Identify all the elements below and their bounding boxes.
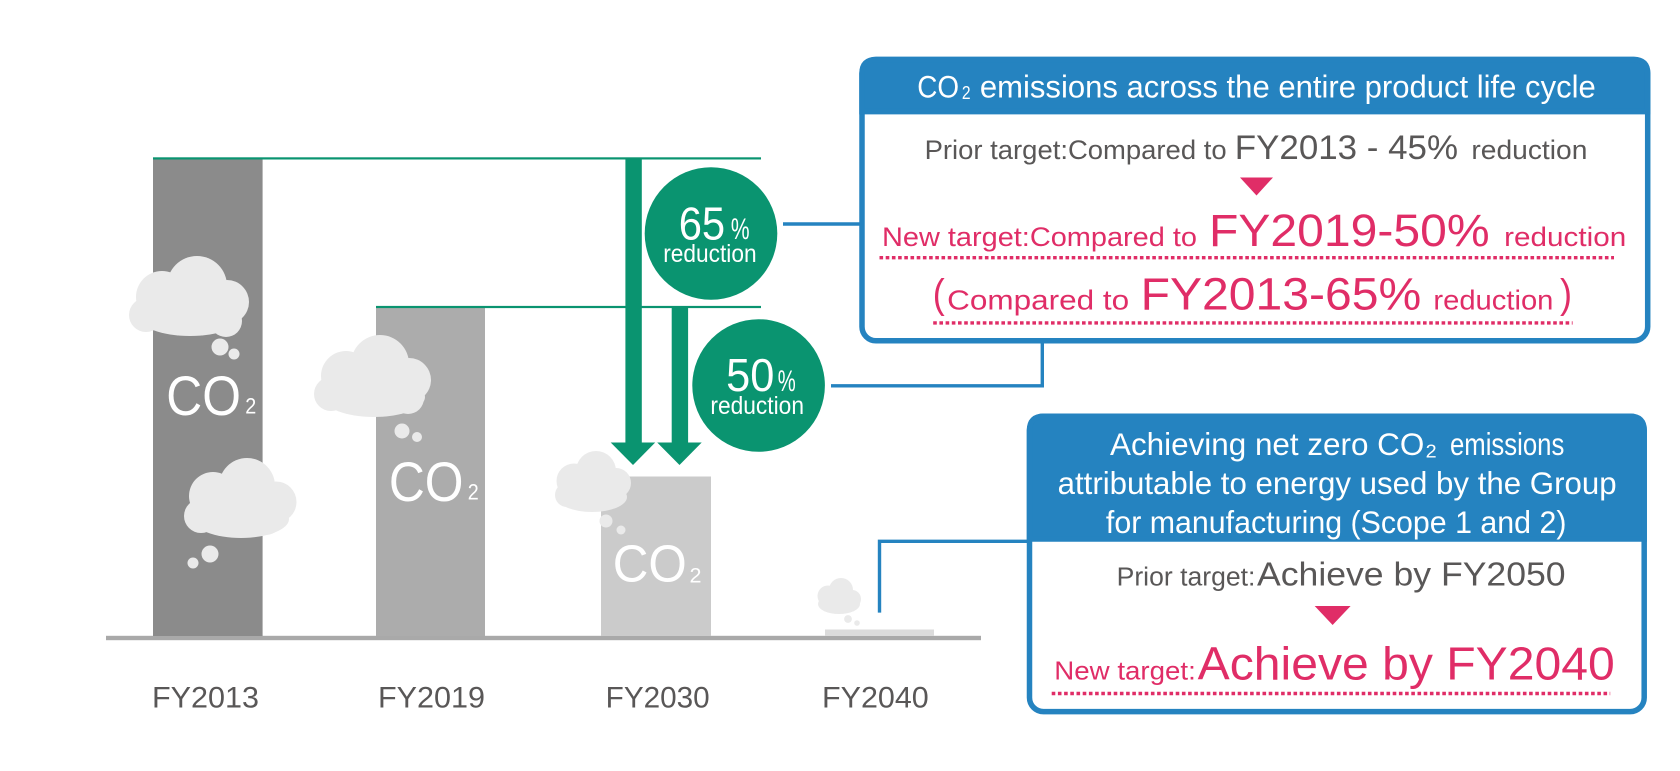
svg-text:2: 2 — [468, 480, 479, 505]
svg-text:(: ( — [933, 271, 945, 317]
svg-text:Compared to: Compared to — [947, 285, 1129, 316]
svg-text:New target:Compared to: New target:Compared to — [882, 222, 1197, 252]
svg-text:%: % — [731, 213, 750, 246]
svg-text:reduction: reduction — [1433, 285, 1553, 316]
svg-text:2: 2 — [690, 565, 702, 588]
svg-text:reduction: reduction — [710, 392, 804, 420]
svg-text:emissions: emissions — [1450, 426, 1564, 462]
svg-text:CO: CO — [613, 536, 687, 594]
svg-text:FY2030: FY2030 — [606, 682, 710, 715]
svg-text:CO: CO — [917, 69, 959, 105]
svg-text:%: % — [778, 365, 796, 398]
svg-text:): ) — [1560, 271, 1572, 317]
svg-text:New target:: New target: — [1054, 656, 1196, 686]
svg-text:50: 50 — [726, 349, 774, 401]
svg-text:2: 2 — [245, 394, 256, 419]
svg-text:Achieve by FY2040: Achieve by FY2040 — [1198, 638, 1615, 690]
svg-text:FY2040: FY2040 — [822, 682, 929, 715]
svg-text:FY2019-50%: FY2019-50% — [1209, 205, 1490, 256]
svg-text:65: 65 — [679, 198, 725, 250]
svg-text:CO: CO — [389, 450, 464, 513]
svg-text:FY2013-65%: FY2013-65% — [1141, 269, 1422, 320]
svg-text:FY2013 - 45%: FY2013 - 45% — [1235, 129, 1458, 167]
svg-text:reduction: reduction — [1504, 222, 1626, 252]
svg-text:Prior target:: Prior target: — [1117, 564, 1256, 592]
svg-text:Prior target:Compared to: Prior target:Compared to — [925, 135, 1227, 165]
svg-text:2: 2 — [1426, 442, 1437, 462]
svg-text:FY2019: FY2019 — [378, 682, 485, 715]
svg-text:for manufacturing (Scope 1 and: for manufacturing (Scope 1 and 2) — [1106, 504, 1567, 540]
svg-text:Achieve by FY2050: Achieve by FY2050 — [1257, 556, 1566, 593]
svg-text:emissions across the entire pr: emissions across the entire product life… — [980, 69, 1596, 105]
svg-text:FY2013: FY2013 — [152, 682, 259, 715]
svg-text:reduction: reduction — [1471, 135, 1587, 165]
svg-text:Achieving net zero CO: Achieving net zero CO — [1110, 426, 1424, 462]
svg-text:2: 2 — [962, 83, 971, 103]
svg-text:attributable to energy used by: attributable to energy used by the Group — [1058, 465, 1617, 501]
svg-text:reduction: reduction — [663, 240, 756, 268]
svg-text:CO: CO — [166, 364, 241, 427]
